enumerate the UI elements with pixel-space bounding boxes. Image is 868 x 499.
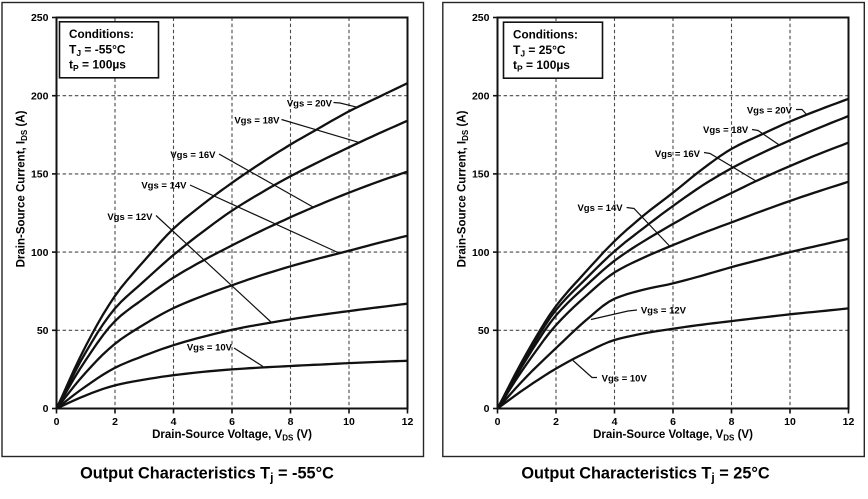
svg-text:200: 200	[31, 90, 49, 102]
svg-text:4: 4	[612, 416, 618, 428]
svg-text:8: 8	[729, 416, 735, 428]
svg-text:tP = 100µs: tP = 100µs	[513, 58, 570, 74]
svg-text:Vgs = 14V: Vgs = 14V	[577, 203, 623, 214]
svg-text:TJ = 25°C: TJ = 25°C	[513, 43, 566, 59]
svg-text:6: 6	[229, 416, 235, 428]
svg-text:Drain-Source Current, IDS (A): Drain-Source Current, IDS (A)	[16, 110, 29, 267]
svg-text:50: 50	[478, 325, 490, 337]
svg-text:12: 12	[402, 416, 414, 428]
svg-text:Output Characteristics Tj = -5: Output Characteristics Tj = -55°C	[80, 465, 334, 485]
svg-text:6: 6	[670, 416, 676, 428]
svg-text:0: 0	[484, 403, 490, 415]
svg-text:Drain-Source Voltage, VDS (V): Drain-Source Voltage, VDS (V)	[593, 429, 753, 442]
svg-text:Vgs = 18V: Vgs = 18V	[703, 125, 749, 136]
svg-text:12: 12	[843, 416, 855, 428]
svg-text:100: 100	[31, 247, 49, 259]
svg-text:0: 0	[43, 403, 49, 415]
svg-text:Vgs = 16V: Vgs = 16V	[170, 150, 216, 161]
svg-text:250: 250	[472, 12, 490, 24]
svg-text:4: 4	[171, 416, 177, 428]
svg-text:Drain-Source Current, IDS (A): Drain-Source Current, IDS (A)	[457, 110, 470, 267]
svg-text:250: 250	[31, 12, 49, 24]
svg-text:2: 2	[553, 416, 559, 428]
svg-text:Vgs = 12V: Vgs = 12V	[641, 305, 687, 316]
svg-text:10: 10	[784, 416, 796, 428]
svg-text:TJ = -55°C: TJ = -55°C	[69, 42, 126, 58]
svg-text:tP = 100µs: tP = 100µs	[69, 58, 126, 74]
svg-text:Vgs = 20V: Vgs = 20V	[287, 98, 333, 109]
svg-text:Vgs = 12V: Vgs = 12V	[107, 212, 153, 223]
svg-text:Conditions:: Conditions:	[513, 28, 578, 41]
svg-text:Vgs = 10V: Vgs = 10V	[602, 373, 648, 384]
svg-text:Vgs = 16V: Vgs = 16V	[655, 149, 701, 160]
svg-text:150: 150	[472, 169, 490, 181]
svg-text:Vgs = 10V: Vgs = 10V	[187, 342, 233, 353]
svg-text:2: 2	[112, 416, 118, 428]
svg-text:Vgs = 18V: Vgs = 18V	[234, 116, 280, 127]
svg-text:Conditions:: Conditions:	[69, 28, 134, 41]
svg-text:Vgs = 20V: Vgs = 20V	[747, 105, 793, 116]
svg-text:10: 10	[343, 416, 355, 428]
svg-text:150: 150	[31, 169, 49, 181]
svg-text:100: 100	[472, 247, 490, 259]
svg-text:Vgs = 14V: Vgs = 14V	[141, 180, 187, 191]
svg-text:0: 0	[54, 416, 60, 428]
svg-text:8: 8	[288, 416, 294, 428]
svg-text:0: 0	[495, 416, 501, 428]
svg-text:200: 200	[472, 90, 490, 102]
svg-text:Drain-Source Voltage, VDS (V): Drain-Source Voltage, VDS (V)	[152, 429, 312, 442]
svg-text:50: 50	[37, 325, 49, 337]
svg-text:Output Characteristics Tj = 25: Output Characteristics Tj = 25°C	[521, 465, 770, 485]
